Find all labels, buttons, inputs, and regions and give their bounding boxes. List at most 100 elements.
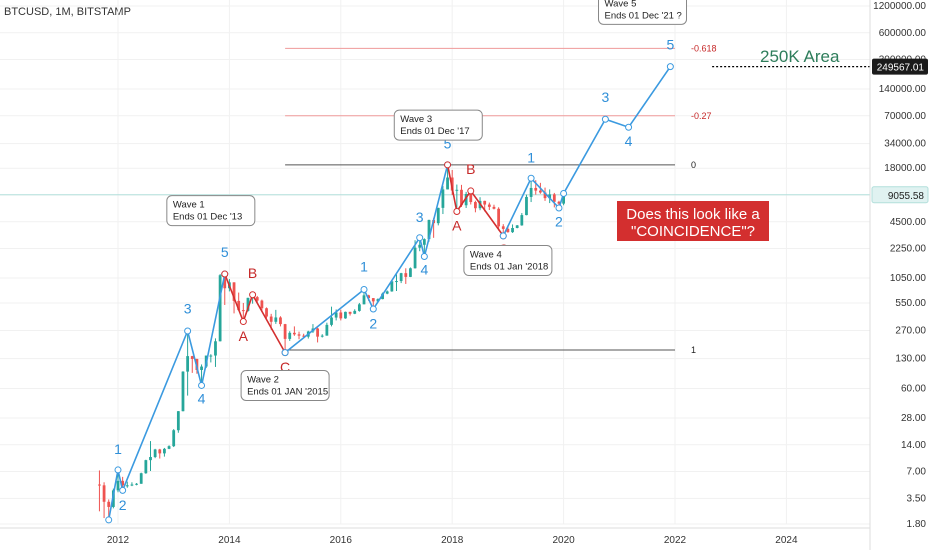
wave-label: 3 xyxy=(601,89,609,105)
callout-line: Does this look like a xyxy=(626,206,760,223)
candle-body xyxy=(302,335,306,337)
wave-label: 3 xyxy=(184,300,192,316)
candle-body xyxy=(214,341,217,356)
candle-body xyxy=(548,194,552,199)
candle-body xyxy=(395,281,398,283)
candle-body xyxy=(501,226,505,229)
candle-body xyxy=(344,311,347,319)
candle-body xyxy=(441,189,445,208)
annotation-line: Wave 4 xyxy=(470,250,502,261)
y-tick-label: 270.00 xyxy=(895,325,926,336)
x-tick-label: 2018 xyxy=(441,535,464,546)
y-tick-label: 140000.00 xyxy=(879,84,927,95)
candle-body xyxy=(552,194,556,202)
wave-pivot xyxy=(221,270,229,278)
callout-line: "COINCIDENCE"? xyxy=(631,223,755,240)
wave-pivot xyxy=(560,190,568,198)
wave-label: 1 xyxy=(360,258,368,274)
fib-level-label: 0 xyxy=(691,160,696,170)
candle-body xyxy=(446,177,449,190)
wave-pivot xyxy=(198,381,206,389)
x-tick-label: 2014 xyxy=(218,535,241,546)
wave-pivot xyxy=(416,234,424,242)
candle-body xyxy=(190,356,194,359)
candle-body xyxy=(297,334,301,336)
candle-body xyxy=(176,411,180,431)
annotation-box xyxy=(393,109,483,141)
corrective-wave-path xyxy=(224,273,286,353)
wave-label: 2 xyxy=(119,497,127,513)
candle-body xyxy=(181,371,185,412)
fib-level-label: 1 xyxy=(691,345,696,355)
wave-pivot xyxy=(360,285,368,293)
annotation-line: Wave 5 xyxy=(605,0,637,9)
price-badge xyxy=(872,58,928,75)
candle-body xyxy=(330,317,333,325)
annotation-line: Ends 01 Dec '21 ? xyxy=(605,10,682,21)
impulse-wave-path xyxy=(107,273,226,521)
wave-label: 4 xyxy=(625,133,633,149)
candle-body xyxy=(139,473,143,484)
candle-body xyxy=(116,480,120,491)
x-tick-label: 2020 xyxy=(552,535,575,546)
candle-body xyxy=(562,193,565,204)
candle-body xyxy=(167,446,171,449)
x-tick-label: 2016 xyxy=(330,535,353,546)
y-tick-label: 34000.00 xyxy=(884,139,926,150)
candle-body xyxy=(237,300,241,311)
wave-label: 1 xyxy=(114,441,122,457)
coincidence-callout: Does this look like a"COINCIDENCE"? xyxy=(617,201,769,241)
x-tick-label: 2022 xyxy=(664,535,687,546)
candle-body xyxy=(469,193,473,203)
y-tick-label: 3.50 xyxy=(907,493,927,504)
wave-pivot xyxy=(184,327,192,335)
wave-label: A xyxy=(452,217,462,233)
impulse-wave-path xyxy=(284,164,449,354)
y-tick-label: 550.00 xyxy=(895,298,926,309)
wave-pivot xyxy=(420,253,428,261)
wave-pivot xyxy=(453,208,461,216)
wave-label: 3 xyxy=(416,209,424,225)
price-badge-label: 9055.58 xyxy=(888,191,925,202)
candle-body xyxy=(125,485,129,487)
candle-body xyxy=(543,192,547,199)
candle-body xyxy=(144,460,148,474)
candle-body xyxy=(98,484,101,486)
candle-body xyxy=(102,485,106,502)
candle-body xyxy=(130,484,134,486)
annotation-line: Wave 3 xyxy=(400,114,432,125)
wave-label: 2 xyxy=(555,213,563,229)
candle-body xyxy=(511,228,514,233)
candle-body xyxy=(255,297,259,301)
y-tick-label: 2250.00 xyxy=(890,244,927,255)
corrective-wave-path xyxy=(446,164,504,237)
annotation-line: Wave 2 xyxy=(247,374,279,385)
candle-body xyxy=(371,298,375,302)
wave-pivot xyxy=(369,305,377,313)
candle-body xyxy=(279,317,282,325)
candle-body xyxy=(557,201,561,204)
candle-body xyxy=(483,200,487,205)
y-axis: 1200000.00600000.00300000.00140000.00700… xyxy=(869,0,927,550)
candle-body xyxy=(325,324,329,336)
fib-level-label: -0.618 xyxy=(691,43,717,53)
wave-pivot xyxy=(119,486,127,494)
wave-label: A xyxy=(239,328,249,344)
annotation-box xyxy=(240,369,330,401)
candle-body xyxy=(209,355,213,357)
y-tick-label: 7.00 xyxy=(907,467,927,478)
candle-body xyxy=(265,308,268,317)
candle-body xyxy=(316,328,319,337)
wave-label: B xyxy=(248,265,257,281)
candle-body xyxy=(353,310,357,314)
candle-body xyxy=(153,449,157,457)
grid xyxy=(0,0,870,525)
wave-label: 2 xyxy=(369,315,377,331)
candle-body xyxy=(376,299,380,302)
candle-body xyxy=(163,448,166,454)
candle-body xyxy=(534,187,538,191)
candle-body xyxy=(283,324,287,339)
candles xyxy=(98,164,565,520)
candle-body xyxy=(260,300,264,309)
